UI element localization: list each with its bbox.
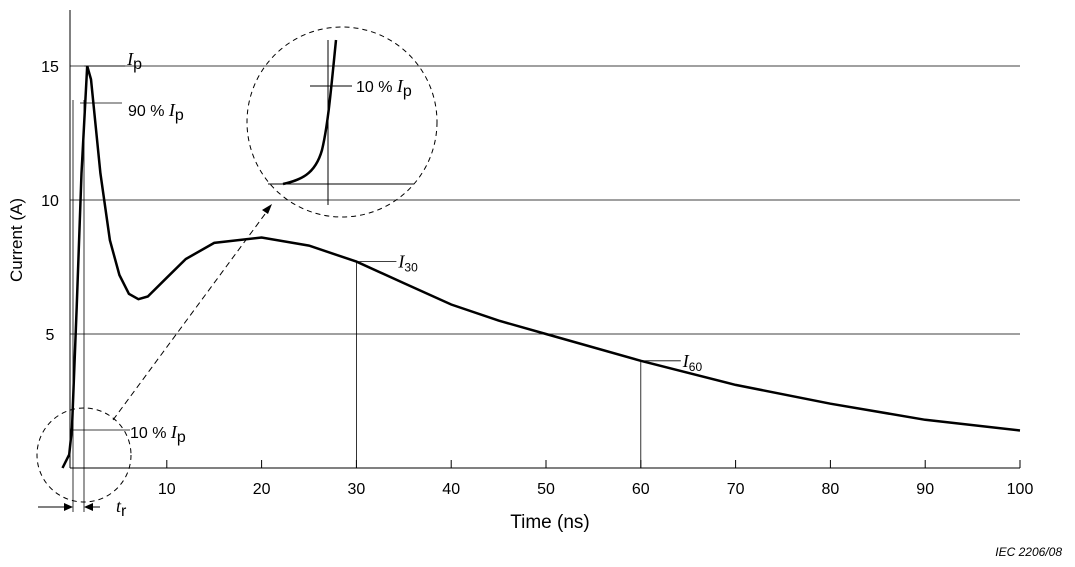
marker-label-symbol: I — [397, 252, 405, 272]
inset-label: 10 % Ip — [356, 76, 412, 100]
x-tick-label: 100 — [1007, 481, 1034, 498]
marker-label: I30 — [397, 252, 418, 275]
x-tick-label: 80 — [822, 481, 840, 498]
x-tick-label: 70 — [727, 481, 745, 498]
rise-label-subscript: p — [175, 107, 184, 124]
x-tick-label: 10 — [158, 481, 176, 498]
y-axis-title: Current (A) — [7, 198, 26, 282]
inset-curve — [282, 39, 338, 186]
current-curve — [61, 65, 1021, 469]
zoom-arrow — [112, 209, 269, 421]
rise-label-subscript: p — [177, 429, 186, 446]
inset-label-text: 10 % — [356, 79, 397, 96]
x-axis-title: Time (ns) — [510, 512, 590, 533]
marker-label: I60 — [682, 351, 703, 374]
inset-label-subscript: p — [403, 83, 412, 100]
marker-label-subscript: 60 — [689, 360, 703, 374]
x-tick-label: 50 — [537, 481, 555, 498]
marker-label-symbol: I — [682, 351, 690, 371]
rise-label: 10 % Ip — [130, 422, 186, 446]
rise-time-label-subscript: r — [121, 503, 127, 520]
rise-label-symbol: I — [168, 100, 176, 120]
y-tick-label: 15 — [41, 59, 59, 76]
marker-label-subscript: 30 — [404, 261, 418, 275]
inset-circle — [246, 26, 438, 218]
rise-label-text: 10 % — [130, 425, 171, 442]
y-tick-label: 10 — [41, 193, 59, 210]
x-tick-label: 90 — [916, 481, 934, 498]
peak-label-subscript: p — [133, 56, 142, 73]
x-tick-label: 40 — [442, 481, 460, 498]
x-tick-label: 30 — [348, 481, 366, 498]
inset-label-symbol: I — [396, 76, 404, 96]
peak-label: Ip — [126, 49, 142, 73]
rise-time-label-symbol: t — [116, 496, 122, 516]
rise-arrow-head — [64, 503, 73, 511]
rise-label-symbol: I — [170, 422, 178, 442]
rise-arrow-head — [84, 503, 93, 511]
y-tick-label: 5 — [46, 327, 55, 344]
x-tick-label: 20 — [253, 481, 271, 498]
zoom-arrow-head — [262, 204, 272, 214]
peak-label-symbol: I — [126, 49, 134, 69]
rise-label: 90 % Ip — [128, 100, 184, 124]
rise-time-label: tr — [116, 496, 127, 520]
x-tick-label: 60 — [632, 481, 650, 498]
rise-label-text: 90 % — [128, 103, 169, 120]
source-note: IEC 2206/08 — [995, 545, 1062, 559]
